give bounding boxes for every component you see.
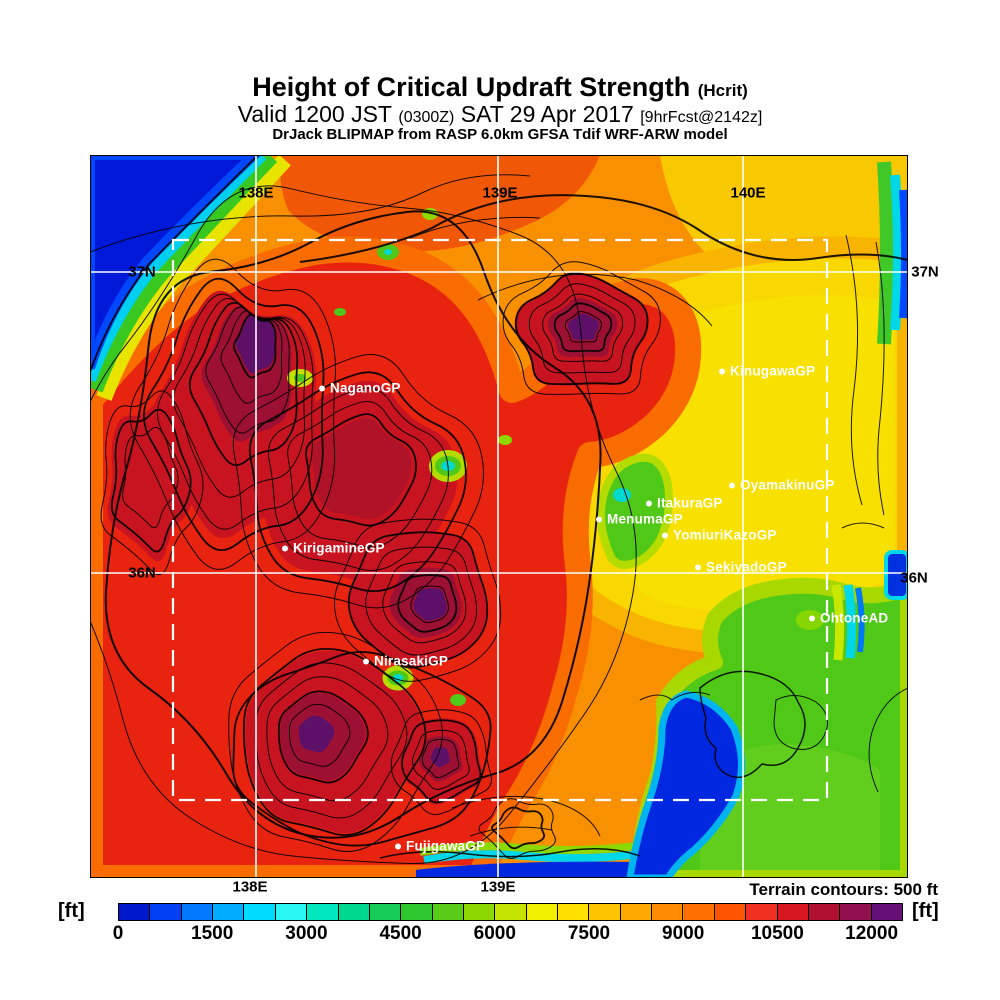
colorbar-cell — [432, 904, 464, 920]
terrain-contours-mountains — [90, 185, 661, 865]
colorbar-tick: 6000 — [473, 923, 516, 944]
bay-region — [626, 690, 746, 878]
colorbar-unit-left: [ft] — [58, 900, 85, 922]
colorbar-cell — [401, 904, 433, 920]
valid-utc: (0300Z) — [398, 109, 455, 126]
weather-map — [90, 155, 908, 878]
mountain-core-fills — [107, 272, 649, 834]
colorbar-cell — [526, 904, 559, 920]
colorbar-cell — [840, 904, 872, 920]
colorbar-tick: 1500 — [191, 923, 234, 944]
grid-label-139E: 139E — [480, 878, 516, 896]
colorbar-cell — [181, 904, 214, 920]
rasp-domain-box — [171, 238, 829, 802]
valid-date: SAT 29 Apr 2017 — [460, 101, 634, 127]
colorbar-cell — [275, 904, 308, 920]
forecast-run: [9hrFcst@2142z] — [640, 109, 763, 126]
sea-region — [90, 155, 262, 370]
grid-label-37N: 37N — [911, 263, 939, 281]
valid-time-line: Valid 1200 JST (0300Z) SAT 29 Apr 2017 [… — [0, 101, 1000, 128]
terrain-art — [90, 155, 908, 878]
model-line: DrJack BLIPMAP from RASP 6.0km GFSA Tdif… — [272, 126, 728, 143]
colorbar-cell — [652, 904, 684, 920]
weather-map-canvas — [90, 155, 908, 878]
colorbar-cell — [213, 904, 245, 920]
colorbar — [118, 903, 903, 921]
colorbar-unit-right: [ft] — [912, 900, 939, 922]
map-frame — [90, 155, 908, 878]
title-paren: (Hcrit) — [697, 81, 748, 100]
colorbar-tick: 12000 — [845, 923, 899, 944]
colorbar-cell — [369, 904, 402, 920]
colorbar-cell — [683, 904, 715, 920]
colorbar-cell — [620, 904, 653, 920]
terrain-note: Terrain contours: 500 ft — [749, 880, 938, 899]
colorbar-tick: 4500 — [379, 923, 422, 944]
colorbar-cell — [244, 904, 276, 920]
colorbar-cell — [714, 904, 747, 920]
valid-time: Valid 1200 JST — [237, 101, 392, 127]
colorbar-tick: 3000 — [285, 923, 328, 944]
colorbar-cell — [746, 904, 778, 920]
page-title: Height of Critical Updraft Strength (Hcr… — [0, 72, 1000, 103]
colorbar-cell — [463, 904, 496, 920]
colorbar-cell — [338, 904, 370, 920]
colorbar-tick: 7500 — [567, 923, 611, 944]
colorbar-cell — [119, 904, 151, 920]
colorbar-cell — [589, 904, 621, 920]
title-main: Height of Critical Updraft Strength — [252, 72, 691, 102]
grid-label-138E: 138E — [232, 878, 268, 896]
colorbar-cell — [808, 904, 841, 920]
colorbar-cell — [150, 904, 182, 920]
colorbar-cell — [871, 904, 902, 920]
colorbar-cell — [777, 904, 809, 920]
colorbar-tick: 0 — [112, 923, 124, 944]
colorbar-cell — [495, 904, 527, 920]
graticule — [90, 155, 908, 878]
colorbar-tick: 9000 — [662, 923, 705, 944]
colorbar-tick: 10500 — [750, 923, 804, 944]
colorbar-cell — [307, 904, 339, 920]
colorbar-ticks: 0 1500 3000 4500 6000 7500 9000 10500 12000 — [113, 923, 903, 947]
colorbar-cell — [558, 904, 590, 920]
